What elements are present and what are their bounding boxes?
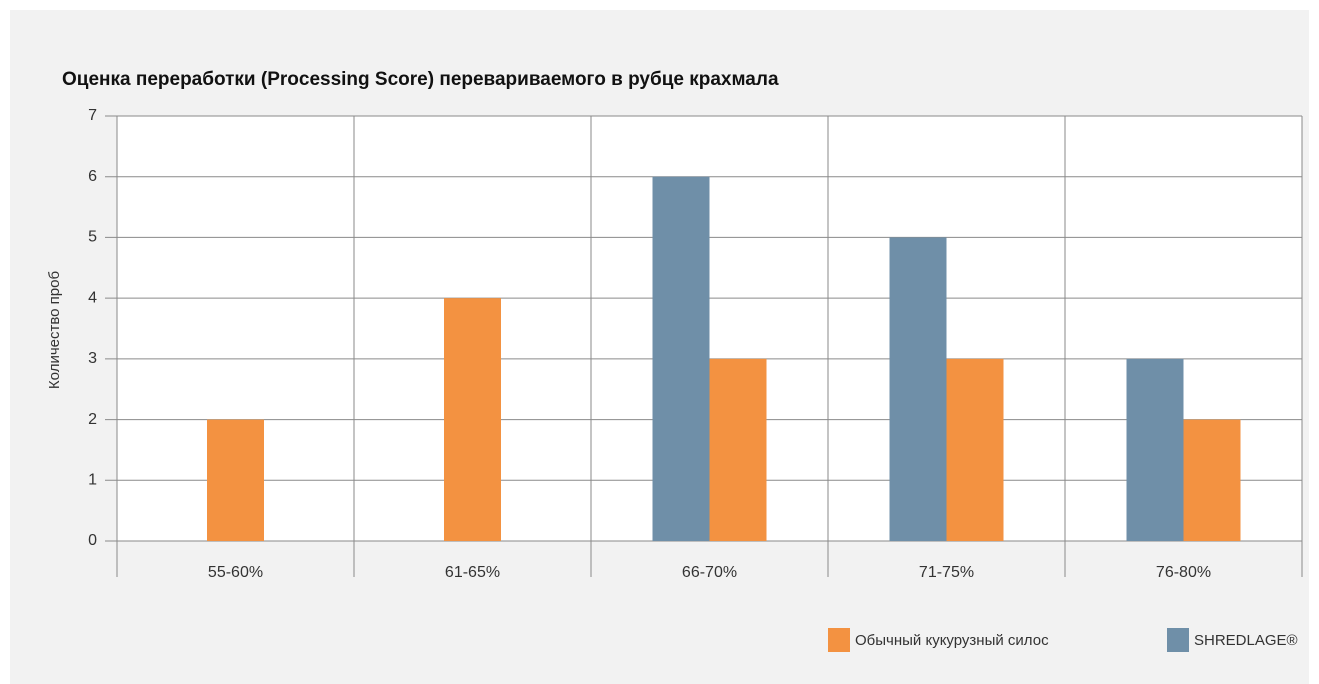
y-tick-label: 4 xyxy=(88,289,97,306)
bar xyxy=(889,237,947,541)
chart-title: Оценка переработки (Processing Score) пе… xyxy=(62,69,779,90)
bar xyxy=(207,419,264,541)
y-tick-label: 2 xyxy=(88,411,97,428)
x-tick-label: 66-70% xyxy=(682,564,737,581)
y-tick-label: 6 xyxy=(88,168,97,185)
y-axis-label: Количество проб xyxy=(46,271,63,389)
bar xyxy=(652,176,710,541)
bar xyxy=(1183,419,1241,541)
x-tick-label: 76-80% xyxy=(1156,564,1211,581)
y-tick-label: 0 xyxy=(88,532,97,549)
legend-label: Обычный кукурузный силос xyxy=(855,632,1049,649)
legend-swatch xyxy=(1167,628,1189,652)
x-tick-label: 71-75% xyxy=(919,564,974,581)
legend-label: SHREDLAGE® xyxy=(1194,632,1298,649)
y-tick-label: 5 xyxy=(88,229,97,246)
legend-swatch xyxy=(828,628,850,652)
bar xyxy=(444,298,501,541)
bar xyxy=(1126,358,1184,541)
x-tick-label: 61-65% xyxy=(445,564,500,581)
y-tick-label: 3 xyxy=(88,350,97,367)
x-tick-label: 55-60% xyxy=(208,564,263,581)
bar xyxy=(709,358,767,541)
y-tick-label: 7 xyxy=(88,107,97,124)
y-tick-label: 1 xyxy=(88,472,97,489)
bar xyxy=(946,358,1004,541)
